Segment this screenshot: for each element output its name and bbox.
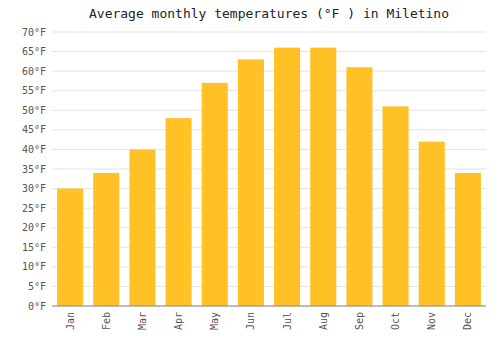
bar [383,106,409,306]
bar [93,173,119,306]
y-tick-label: 55°F [22,85,46,96]
grid-line [52,90,486,91]
y-axis: 0°F 5°F 10°F 15°F 20°F 25°F 30°F 35°F 40°F 45°F 50… [22,27,46,312]
x-tick-label: Nov [426,312,437,330]
y-tick-label: 0°F [28,301,46,312]
y-tick-label: 60°F [22,66,46,77]
x-tick-label: Jun [245,312,256,330]
y-tick-label: 25°F [22,203,46,214]
chart-container: Average monthly temperatures (°F ) in Mi… [0,0,500,350]
bar [202,83,228,306]
bar [238,59,264,306]
grid-line [52,32,486,33]
y-tick-label: 65°F [22,46,46,57]
grid-line [52,51,486,52]
x-tick-label: May [209,312,220,330]
y-tick-label: 50°F [22,105,46,116]
bar [346,67,372,306]
bar [57,189,83,306]
bars [57,48,481,306]
bar [455,173,481,306]
x-tick-label: Jul [282,312,293,330]
grid-line [52,306,486,307]
y-tick-label: 30°F [22,183,46,194]
grid [52,32,486,306]
bar [166,118,192,306]
x-axis-line [52,306,486,307]
y-tick-label: 35°F [22,164,46,175]
y-tick-label: 70°F [22,27,46,38]
chart: Average monthly temperatures (°F ) in Mi… [0,0,500,350]
title: Average monthly temperatures (°F ) in Mi… [89,6,449,21]
x-axis: Jan Feb Mar Apr May Jun Jul Aug Sep Oct Nov Dec [52,306,486,330]
bar [129,149,155,306]
y-tick-label: 20°F [22,222,46,233]
bar [310,48,336,306]
grid-line [52,110,486,111]
x-tick-label: Jan [65,312,76,330]
bar [419,142,445,306]
y-tick-label: 40°F [22,144,46,155]
x-tick-label: Feb [101,312,112,330]
bar [274,48,300,306]
x-tick-label: Dec [462,312,473,330]
x-tick-label: Aug [318,312,329,330]
x-tick-label: Apr [173,312,184,330]
x-tick-label: Mar [137,312,148,330]
y-tick-label: 5°F [28,281,46,292]
y-tick-label: 15°F [22,242,46,253]
y-tick-label: 45°F [22,124,46,135]
x-tick-label: Oct [390,312,401,330]
y-tick-label: 10°F [22,261,46,272]
grid-line [52,129,486,130]
grid-line [52,71,486,72]
x-tick-label: Sep [354,312,365,330]
